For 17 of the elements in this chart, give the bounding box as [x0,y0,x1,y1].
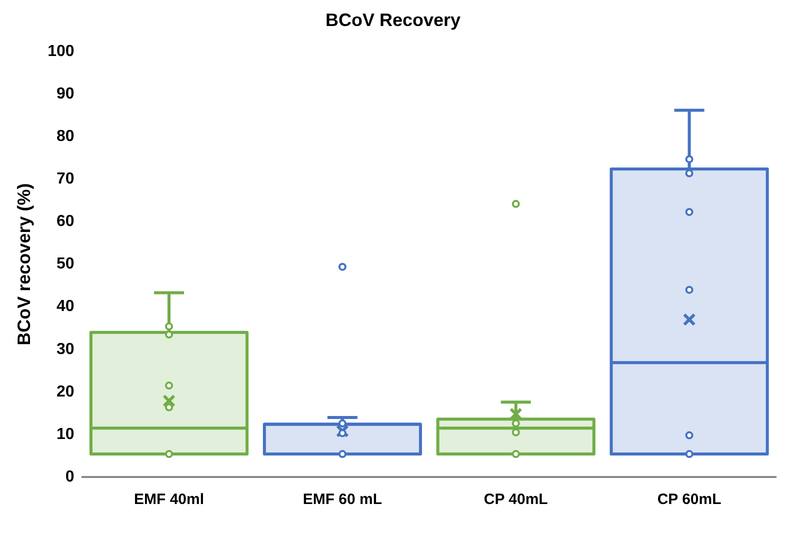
x-tick-label: CP 60mL [657,491,722,508]
y-axis-title: BCoV recovery (%) [14,183,34,346]
y-tick-label: 0 [65,468,74,486]
y-tick-label: 100 [48,43,74,60]
y-tick-label: 70 [56,170,74,188]
y-tick-label: 90 [56,86,74,103]
x-tick-label: EMF 60 mL [302,491,382,508]
y-tick-label: 50 [56,256,74,273]
chart-title: BCoV Recovery [325,10,461,30]
y-tick-label: 20 [56,383,74,400]
x-tick-label: EMF 40ml [134,491,204,508]
y-tick-label: 30 [56,340,74,358]
y-tick-label: 40 [56,298,74,316]
y-tick-label: 80 [56,128,74,146]
x-tick-label: CP 40mL [484,491,548,508]
y-tick-label: 10 [56,426,74,443]
y-tick-label: 60 [56,213,74,230]
